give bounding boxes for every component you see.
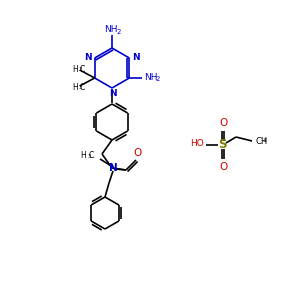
Text: C: C [80, 64, 85, 74]
Text: O: O [219, 118, 227, 128]
Text: 3: 3 [78, 85, 82, 90]
Text: 2: 2 [155, 76, 160, 82]
Text: 3: 3 [78, 67, 82, 72]
Text: NH: NH [104, 25, 118, 34]
Text: C: C [89, 152, 94, 160]
Text: HO: HO [190, 140, 204, 148]
Text: N: N [109, 89, 117, 98]
Text: C: C [80, 82, 85, 91]
Text: 2: 2 [117, 29, 122, 35]
Text: H: H [72, 82, 78, 91]
Text: H: H [80, 152, 86, 160]
Text: H: H [72, 64, 78, 74]
Text: N: N [109, 163, 117, 173]
Text: 3: 3 [263, 138, 267, 143]
Text: CH: CH [255, 136, 267, 146]
Text: N: N [84, 53, 92, 62]
Text: 3: 3 [88, 154, 91, 159]
Text: N: N [132, 53, 140, 62]
Text: O: O [219, 162, 227, 172]
Text: S: S [218, 139, 226, 152]
Text: NH: NH [144, 73, 158, 82]
Text: O: O [134, 148, 142, 158]
